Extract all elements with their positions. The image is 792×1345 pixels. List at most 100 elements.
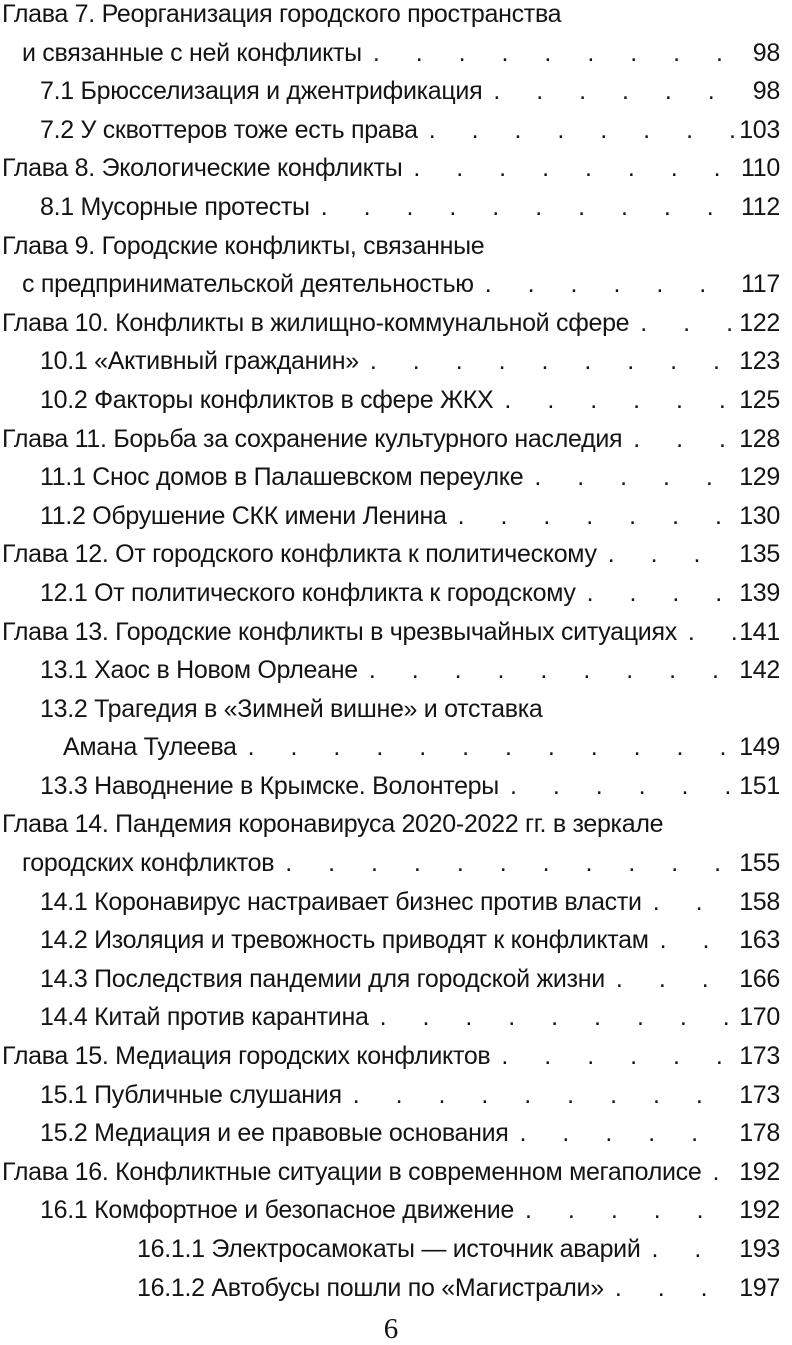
toc-entry-text: 16.1 Комфортное и безопасное движение [40,1196,515,1225]
toc-line: 16.1.2 Автобусы пошли по «Магистрали» 197 [2,1269,780,1308]
toc-entry-text: 12.1 От политического конфликта к городс… [40,578,576,607]
toc-entry-text: 11.1 Снос домов в Палашевском переулке [40,463,524,492]
toc-page-number: 110 [741,154,780,183]
toc-line: 7.2 У сквоттеров тоже есть права 103 [2,111,780,150]
toc-line: 13.1 Хаос в Новом Орлеане 142 [2,651,780,690]
page-number-footer: 6 [383,1313,399,1345]
toc-page-number: 192 [739,1196,780,1225]
toc-line: Глава 10. Конфликты в жилищно-коммунальн… [2,304,780,343]
toc-line: 15.2 Медиация и ее правовые основания 178 [2,1114,780,1153]
toc-entry-text: 8.1 Мусорные протесты [40,192,310,221]
toc-line: 14.3 Последствия пандемии для городской … [2,960,780,999]
toc-line: 7.1 Брюсселизация и джентрификация 98 [2,72,780,111]
toc-line: и связанные с ней конфликты 98 [2,34,780,73]
toc-line: 8.1 Мусорные протесты 112 [2,188,780,227]
dot-leader [248,728,737,767]
toc-line: Глава 12. От городского конфликта к поли… [2,535,780,574]
toc-page-number: 122 [739,308,780,337]
toc-page-number: 117 [741,270,780,299]
toc-line: Глава 9. Городские конфликты, связанные [2,227,780,266]
toc-entry-text: 16.1.2 Автобусы пошли по «Магистрали» [137,1273,604,1302]
dot-leader [353,1076,736,1115]
toc-line: с предпринимательской деятельностью 117 [2,265,780,304]
toc-page-number: 129 [739,463,780,492]
dot-leader [504,381,736,420]
toc-line: Глава 13. Городские конфликты в чрезвыча… [2,613,780,652]
toc-entry-text: 14.1 Коронавирус настраивает бизнес прот… [40,887,642,916]
toc-page-number: 151 [739,771,780,800]
toc-line: Глава 8. Экологические конфликты 110 [2,149,780,188]
dot-leader [534,458,736,497]
toc-line: 14.2 Изоляция и тревожность приводят к к… [2,921,780,960]
toc-entry-text: Глава 15. Медиация городских конфликтов [2,1042,491,1071]
toc-entry-text: Глава 13. Городские конфликты в чрезвыча… [2,617,677,646]
toc-line: Глава 7. Реорганизация городского простр… [2,0,780,34]
dot-leader [525,1191,736,1230]
toc-entry-text: городских конфликтов [22,849,275,878]
dot-leader [608,535,737,574]
toc-entry-text: 7.2 У сквоттеров тоже есть права [40,115,418,144]
toc-entry-text: 7.1 Брюсселизация и джентрификация [40,77,483,106]
toc-entry-text: 13.1 Хаос в Новом Орлеане [40,656,358,685]
toc-page-number: 193 [739,1235,780,1263]
toc-page-number: 98 [752,77,781,106]
toc-page-number: 130 [739,501,780,530]
dot-leader [285,844,736,883]
dot-leader [510,767,736,806]
toc-entry-text: Глава 9. Городские конфликты, связанные [2,231,485,260]
dot-leader [501,1037,736,1076]
toc-list: Глава 7. Реорганизация городского простр… [2,0,780,1307]
toc-entry-text: 10.2 Факторы конфликтов в сфере ЖКХ [40,385,494,414]
toc-entry-text: 11.2 Обрушение СКК имени Ленина [40,501,447,530]
dot-leader [520,1114,737,1153]
toc-page-number: 158 [739,887,780,916]
dot-leader [653,883,737,922]
toc-page-number: 178 [739,1119,780,1148]
dot-leader [369,651,736,690]
toc-page-number: 128 [739,424,780,453]
toc-page-number: 135 [739,540,780,569]
toc-page-number: 173 [739,1080,780,1109]
toc-page-number: 103 [739,115,780,144]
toc-page-number: 192 [739,1157,780,1186]
dot-leader [493,72,749,111]
toc-entry-text: Глава 10. Конфликты в жилищно-коммунальн… [2,308,630,337]
toc-entry-text: Глава 7. Реорганизация городского простр… [2,0,562,28]
toc-line: Глава 15. Медиация городских конфликтов 1… [2,1037,780,1076]
toc-page-number: 173 [739,1042,780,1071]
toc-line: 11.2 Обрушение СКК имени Ленина 130 [2,497,780,536]
dot-leader [688,613,736,652]
toc-line: 16.1 Комфортное и безопасное движение 192 [2,1191,780,1230]
toc-line: 15.1 Публичные слушания 173 [2,1076,780,1115]
dot-leader [429,111,736,150]
toc-line: 13.2 Трагедия в «Зимней вишне» и отставк… [2,690,780,729]
dot-leader [616,960,736,999]
toc-entry-text: Глава 8. Экологические конфликты [2,154,403,183]
toc-page-number: 98 [752,38,781,67]
toc-entry-text: 15.2 Медиация и ее правовые основания [40,1119,509,1148]
dot-leader [615,1269,736,1308]
toc-page-number: 139 [739,578,780,607]
toc-page-number: 125 [739,385,780,414]
toc-entry-text: 14.3 Последствия пандемии для городской … [40,964,605,993]
toc-line: Глава 11. Борьба за сохранение культурно… [2,420,780,459]
toc-line: Амана Тулеева 149 [2,728,780,767]
dot-leader [380,998,737,1037]
toc-page-number: 123 [739,347,780,376]
toc-line: 10.2 Факторы конфликтов в сфере ЖКХ 125 [2,381,780,420]
toc-page-number: 166 [739,964,780,993]
toc-line: 14.4 Китай против карантина 170 [2,998,780,1037]
toc-entry-text: с предпринимательской деятельностью [22,270,474,299]
toc-entry-text: 14.2 Изоляция и тревожность приводят к к… [40,926,649,955]
dot-leader [458,497,737,536]
toc-page-number: 142 [739,656,780,685]
toc-entry-text: 10.1 «Активный гражданин» [40,347,359,376]
toc-line: 14.1 Коронавирус настраивает бизнес прот… [2,883,780,922]
dot-leader [587,574,737,613]
toc-entry-text: Глава 11. Борьба за сохранение культурно… [2,424,623,453]
toc-page-number: 141 [739,617,780,646]
toc-entry-text: 14.4 Китай против карантина [40,1003,369,1032]
toc-line: 10.1 «Активный гражданин» 123 [2,342,780,381]
toc-page-number: 149 [739,733,780,762]
